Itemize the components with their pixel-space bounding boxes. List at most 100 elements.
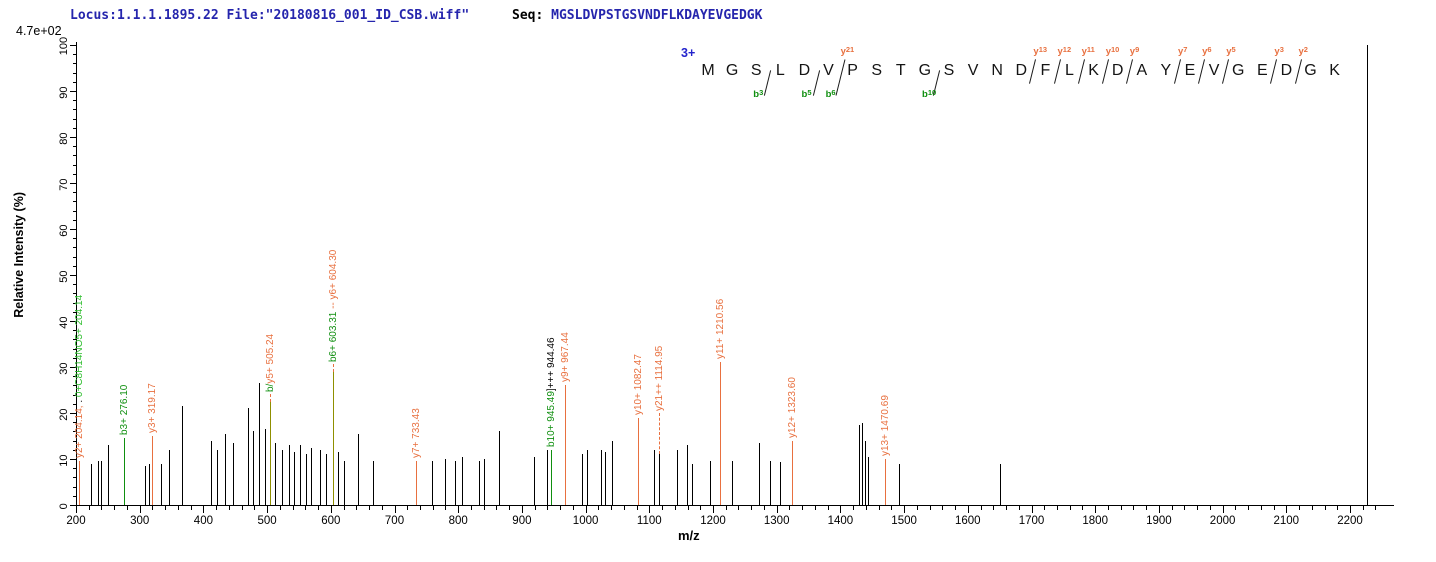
y-axis-minor-tick — [73, 63, 76, 65]
ion-number: 5 — [807, 88, 812, 97]
x-axis-major-tick — [330, 506, 332, 513]
x-axis-minor-tick — [470, 506, 472, 510]
x-axis-minor-tick — [623, 506, 625, 510]
peak-label-connector — [658, 413, 660, 455]
y-axis-major-tick — [70, 367, 76, 368]
x-axis-tick-label: 1200 — [700, 515, 726, 527]
ion-number: 7 — [1183, 45, 1188, 54]
peak-label-segment: 0+C8H14NO5+ 204.14 — [73, 295, 85, 401]
x-axis-minor-tick — [177, 506, 179, 510]
peak-line — [253, 431, 255, 505]
annotated-peak-line — [124, 438, 126, 505]
y-axis-minor-tick — [73, 247, 76, 249]
peak-line — [305, 454, 307, 505]
peak-line — [338, 452, 340, 505]
x-axis-tick-label: 1300 — [763, 515, 790, 527]
x-axis-minor-tick — [509, 506, 511, 510]
x-axis-minor-tick — [318, 506, 320, 510]
peak-line — [325, 454, 327, 505]
peak-line — [232, 442, 234, 505]
ion-number: 13 — [1038, 45, 1048, 54]
y-ion-label-y11: y11 — [1081, 45, 1095, 57]
peak-label: b/y5+ 505.24 — [265, 320, 276, 391]
x-axis-minor-tick — [190, 506, 192, 510]
x-axis-minor-tick — [356, 506, 358, 510]
ladder-residue: D — [798, 62, 811, 79]
y-ion-label-y3: y3 — [1274, 45, 1284, 57]
peak-line — [462, 456, 464, 505]
y-axis-major-tick — [70, 459, 76, 460]
ion-number: 12 — [1062, 45, 1072, 54]
x-axis-minor-tick — [1056, 506, 1058, 510]
x-axis-minor-tick — [1171, 506, 1173, 510]
x-axis-major-tick — [139, 506, 141, 513]
peak-label-segment: y2+ 204.14, — [73, 405, 85, 459]
y-axis-minor-tick — [73, 219, 76, 221]
ladder-residue: F — [1040, 62, 1051, 79]
x-axis-minor-tick — [725, 506, 727, 510]
peak-line — [100, 461, 102, 505]
x-axis-minor-tick — [1184, 506, 1186, 510]
peak-line — [686, 445, 688, 505]
x-axis-tick-label: 600 — [321, 515, 341, 527]
x-axis-minor-tick — [814, 506, 816, 510]
y-ion-label-y12: y12 — [1057, 45, 1072, 57]
y-axis-tick-label: 90 — [58, 86, 70, 99]
x-axis-minor-tick — [1018, 506, 1020, 510]
ladder-residue: D — [1015, 62, 1028, 79]
peak-line — [300, 445, 302, 505]
x-axis-minor-tick — [483, 506, 485, 510]
peak-line — [258, 383, 260, 505]
x-axis-minor-tick — [381, 506, 383, 510]
x-axis-minor-tick — [496, 506, 498, 510]
y-axis-minor-tick — [73, 477, 76, 479]
ladder-residue: V — [967, 62, 979, 79]
x-axis-tick-label: 1800 — [1082, 515, 1108, 527]
peak-line — [611, 440, 613, 505]
b-ion-label-b10: b10 — [922, 88, 937, 100]
peak-label-segment: y10+ 1082.47 — [633, 353, 645, 415]
ladder-residue: S — [943, 62, 955, 79]
peak-line — [311, 447, 313, 505]
ladder-residue: K — [1088, 62, 1099, 79]
y-axis-minor-tick — [73, 164, 76, 166]
x-axis-major-tick — [521, 506, 523, 513]
y-axis-minor-tick — [73, 192, 76, 194]
x-axis-tick-label: 1700 — [1018, 515, 1045, 527]
x-axis-minor-tick — [1248, 506, 1250, 510]
b-ion-label-b6: b6 — [825, 88, 836, 100]
y-axis-minor-tick — [73, 385, 76, 387]
peak-label: y10+ 1082.47 — [633, 343, 644, 415]
peak-line — [275, 442, 277, 505]
x-axis-major-tick — [1222, 506, 1224, 513]
peak-label-segment: b3+ 276.10 — [119, 384, 131, 436]
x-axis-minor-tick — [419, 506, 421, 510]
peak-label-segment: y11+ 1210.56 — [714, 299, 726, 360]
peak-label: y9+ 967.44 — [560, 321, 571, 383]
peak-line — [181, 406, 183, 505]
peak-line — [211, 440, 213, 505]
peak-label-connector — [332, 363, 334, 372]
y-axis-minor-tick — [73, 256, 76, 258]
y-axis-tick-label: 40 — [58, 316, 70, 329]
x-axis-major-tick — [649, 506, 651, 513]
peak-line — [732, 461, 734, 505]
x-axis-minor-tick — [598, 506, 600, 510]
annotated-peak-line — [270, 401, 272, 505]
peak-label-segment: y7+ 733.43 — [410, 408, 422, 459]
y-axis-minor-tick — [73, 302, 76, 304]
y-axis-major-tick — [70, 137, 76, 138]
x-axis-minor-tick — [1069, 506, 1071, 510]
y-ion-label-y6: y6 — [1202, 45, 1212, 57]
ion-number: 5 — [1231, 45, 1236, 54]
ladder-residue: K — [1329, 62, 1340, 79]
x-axis-major-tick — [394, 506, 396, 513]
ladder-residue: S — [871, 62, 883, 79]
x-axis-minor-tick — [241, 506, 243, 510]
x-axis-tick-label: 500 — [257, 515, 277, 527]
peak-line — [265, 429, 267, 505]
x-axis-minor-tick — [1324, 506, 1326, 510]
y-axis-minor-tick — [73, 495, 76, 497]
x-axis-minor-tick — [865, 506, 867, 510]
x-axis-minor-tick — [878, 506, 880, 510]
